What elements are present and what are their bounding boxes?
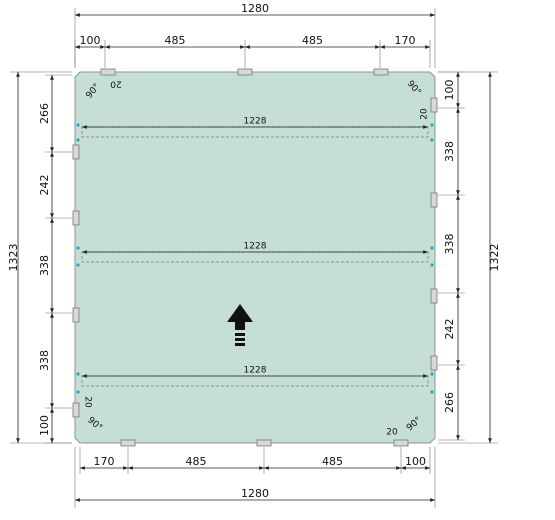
dimension-label: 242 [38,175,51,196]
dimension-label: 1322 [488,244,501,272]
dimension-label: 100 [80,34,101,47]
dimension-label: 1323 [7,244,20,272]
gap-label: 20 [420,108,430,120]
gap-label: 20 [386,428,398,438]
direction-arrow [227,304,253,346]
dimension-label: 338 [443,141,456,162]
dimension-label: 485 [322,455,343,468]
dimension-label: 1228 [244,242,267,252]
dimension-label: 266 [443,392,456,413]
dimension-label: 1280 [241,2,269,15]
dimension-label: 100 [38,415,51,436]
dimension-label: 485 [186,455,207,468]
hinges [72,68,438,447]
dimension-label: 170 [94,455,115,468]
dimension-label: 485 [165,34,186,47]
dimension-label: 170 [395,34,416,47]
pins [76,123,434,394]
dimension-label: 242 [443,319,456,340]
gap-label: 20 [110,79,122,89]
dimension-label: 338 [443,234,456,255]
dimension-label: 338 [38,255,51,276]
dimension-label: 100 [443,80,456,101]
panel [74,71,436,444]
dimension-label: 1228 [244,117,267,127]
dimension-label: 1280 [241,487,269,500]
dimension-label: 1228 [244,366,267,376]
gap-label: 20 [83,396,93,408]
dimension-label: 485 [302,34,323,47]
dimension-label: 338 [38,350,51,371]
dimension-label: 266 [38,103,51,124]
dimension-label: 100 [405,455,426,468]
